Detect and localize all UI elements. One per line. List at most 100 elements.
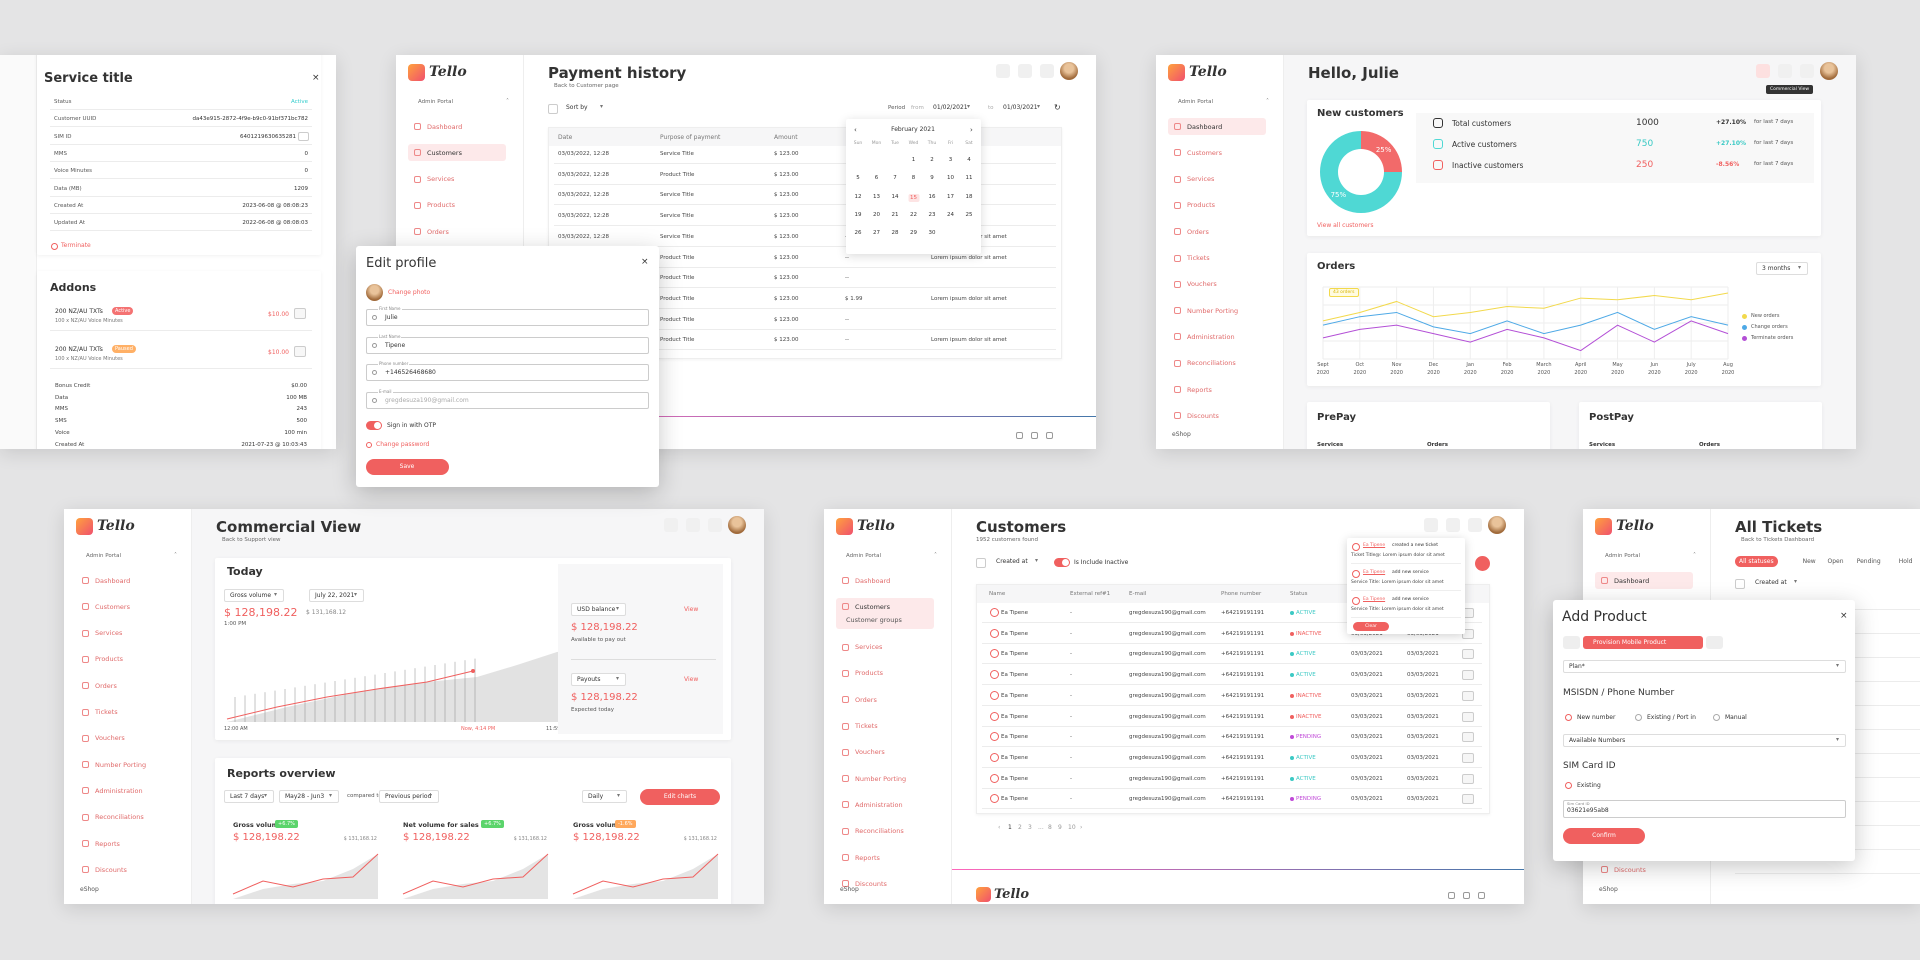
toolbar-icon[interactable] (664, 518, 678, 532)
change-password[interactable]: Change password (376, 441, 430, 448)
nav-item[interactable]: Dashboard (427, 122, 463, 131)
back-link[interactable]: Back to Customer page (554, 83, 619, 89)
row-action[interactable] (1462, 711, 1474, 722)
confirm-button[interactable]: Confirm (1563, 828, 1645, 844)
refresh[interactable]: ↻ (1054, 103, 1061, 112)
nav-item[interactable]: Dashboard (855, 576, 891, 585)
social-icon[interactable] (1046, 432, 1053, 439)
calendar-next[interactable]: › (970, 126, 973, 134)
calendar-day[interactable]: 14 (891, 193, 899, 200)
row-action[interactable] (1462, 670, 1474, 681)
dropdown[interactable]: 01/02/2021 ▾ (928, 102, 978, 115)
toggle-button[interactable] (294, 308, 306, 319)
calendar-day[interactable]: 23 (928, 211, 936, 218)
calendar-day[interactable]: 28 (891, 230, 899, 237)
input[interactable]: gregdesuza190@gmail.com (366, 391, 649, 409)
dropdown[interactable]: Last 7 days ▾ (224, 790, 274, 803)
calendar-day[interactable]: 5 (856, 175, 860, 182)
nav-item[interactable]: Customers (855, 602, 890, 611)
row-action[interactable] (1462, 690, 1474, 701)
nav-item[interactable]: Reconciliations (95, 813, 144, 822)
radio[interactable] (1713, 714, 1720, 721)
calendar-day[interactable]: 12 (854, 193, 862, 200)
avatar[interactable] (1820, 62, 1838, 80)
nav-item[interactable]: Vouchers (1187, 280, 1217, 289)
calendar-day[interactable]: 17 (947, 193, 954, 200)
row-action[interactable] (1462, 649, 1474, 660)
nav-item[interactable]: Vouchers (95, 734, 125, 743)
status-tab[interactable]: Pending (1856, 558, 1881, 565)
dropdown[interactable]: July 22, 2021 ▾ (309, 589, 364, 602)
nav-item[interactable]: Orders (855, 695, 877, 704)
change-photo[interactable]: Change photo (388, 289, 431, 296)
close[interactable]: × (312, 73, 320, 83)
dropdown[interactable]: Previous period ▾ (379, 790, 439, 803)
toolbar-icon[interactable] (1468, 518, 1482, 532)
social-icon[interactable] (1463, 892, 1470, 899)
calendar-day[interactable]: 29 (910, 230, 917, 237)
calendar-day[interactable]: 20 (873, 211, 880, 218)
avatar[interactable] (1488, 516, 1506, 534)
nav-item[interactable]: Products (427, 201, 456, 210)
calendar-day[interactable]: 9 (930, 175, 934, 182)
nav-item[interactable]: Reconciliations (855, 827, 904, 836)
calendar-day[interactable]: 1 (911, 157, 916, 163)
nav-item[interactable]: Reports (1187, 385, 1212, 394)
toolbar-icon[interactable] (1040, 64, 1054, 78)
filter-icon[interactable] (548, 104, 558, 114)
clear-button[interactable]: Clear (1353, 622, 1389, 631)
nav-item[interactable]: Reconciliations (1187, 359, 1236, 368)
nav-item[interactable]: Reports (855, 853, 880, 862)
dropdown[interactable]: May28 - Jun3 ▾ (279, 790, 339, 803)
nav-item[interactable]: Customers (427, 148, 462, 157)
nav-item[interactable]: Dashboard (1187, 122, 1223, 131)
nav-item[interactable]: Products (855, 669, 884, 678)
toolbar-icon[interactable] (1778, 64, 1792, 78)
page-number[interactable]: ... (1038, 824, 1044, 831)
save-button[interactable]: Save (366, 459, 449, 475)
calendar-day[interactable]: 10 (947, 175, 954, 182)
toolbar-icon[interactable] (1446, 518, 1460, 532)
dropdown[interactable]: Gross volume ▾ (224, 589, 284, 602)
view-link[interactable]: View (684, 676, 699, 683)
inactive-toggle[interactable] (1054, 558, 1070, 567)
notification-bell[interactable] (1475, 556, 1490, 571)
calendar-day[interactable]: 13 (873, 193, 880, 200)
edit-button[interactable]: Edit charts (640, 789, 720, 805)
calendar-day[interactable]: 3 (948, 157, 953, 163)
toolbar-icon[interactable] (1018, 64, 1032, 78)
calendar-prev[interactable]: ‹ (854, 126, 857, 134)
calendar-day[interactable]: 8 (911, 175, 916, 182)
more-button[interactable] (298, 131, 309, 141)
nav-item[interactable]: Services (427, 175, 455, 184)
dropdown[interactable]: Payouts ▾ (571, 673, 626, 686)
eshop[interactable]: eShop (1599, 886, 1618, 893)
back-link[interactable]: Back to Tickets Dashboard (1741, 537, 1815, 543)
nav-item[interactable]: Services (1187, 175, 1215, 184)
social-icon[interactable] (1478, 892, 1485, 899)
status-tab[interactable]: All statuses (1735, 556, 1778, 567)
nav-item[interactable]: Discounts (1614, 865, 1646, 874)
close[interactable]: × (641, 257, 649, 267)
nav-subitem[interactable]: Customer groups (846, 616, 902, 625)
calendar-day[interactable]: 19 (854, 211, 862, 218)
dropdown[interactable]: Plan* ▾ (1563, 660, 1846, 673)
input[interactable]: Julie (366, 309, 649, 326)
nav-item[interactable]: Discounts (1187, 411, 1219, 420)
eshop[interactable]: eShop (80, 886, 99, 893)
calendar-day[interactable]: 6 (874, 175, 879, 182)
toolbar-icon[interactable] (1424, 518, 1438, 532)
calendar-day[interactable]: 24 (947, 211, 954, 218)
dropdown[interactable]: Sort by ▾ (561, 102, 611, 115)
calendar-day[interactable]: 21 (891, 211, 899, 218)
toggle-button[interactable] (294, 346, 306, 357)
filter-icon[interactable] (976, 558, 986, 568)
nav-item[interactable]: Services (95, 629, 123, 638)
nav-item[interactable]: Customers (1187, 148, 1222, 157)
page-number[interactable]: 3 (1028, 824, 1032, 831)
avatar[interactable] (728, 516, 746, 534)
nav-item[interactable]: Administration (1187, 332, 1235, 341)
nav-item[interactable]: Reports (95, 839, 120, 848)
otp-toggle[interactable] (366, 421, 382, 430)
toolbar-icon[interactable] (708, 518, 722, 532)
